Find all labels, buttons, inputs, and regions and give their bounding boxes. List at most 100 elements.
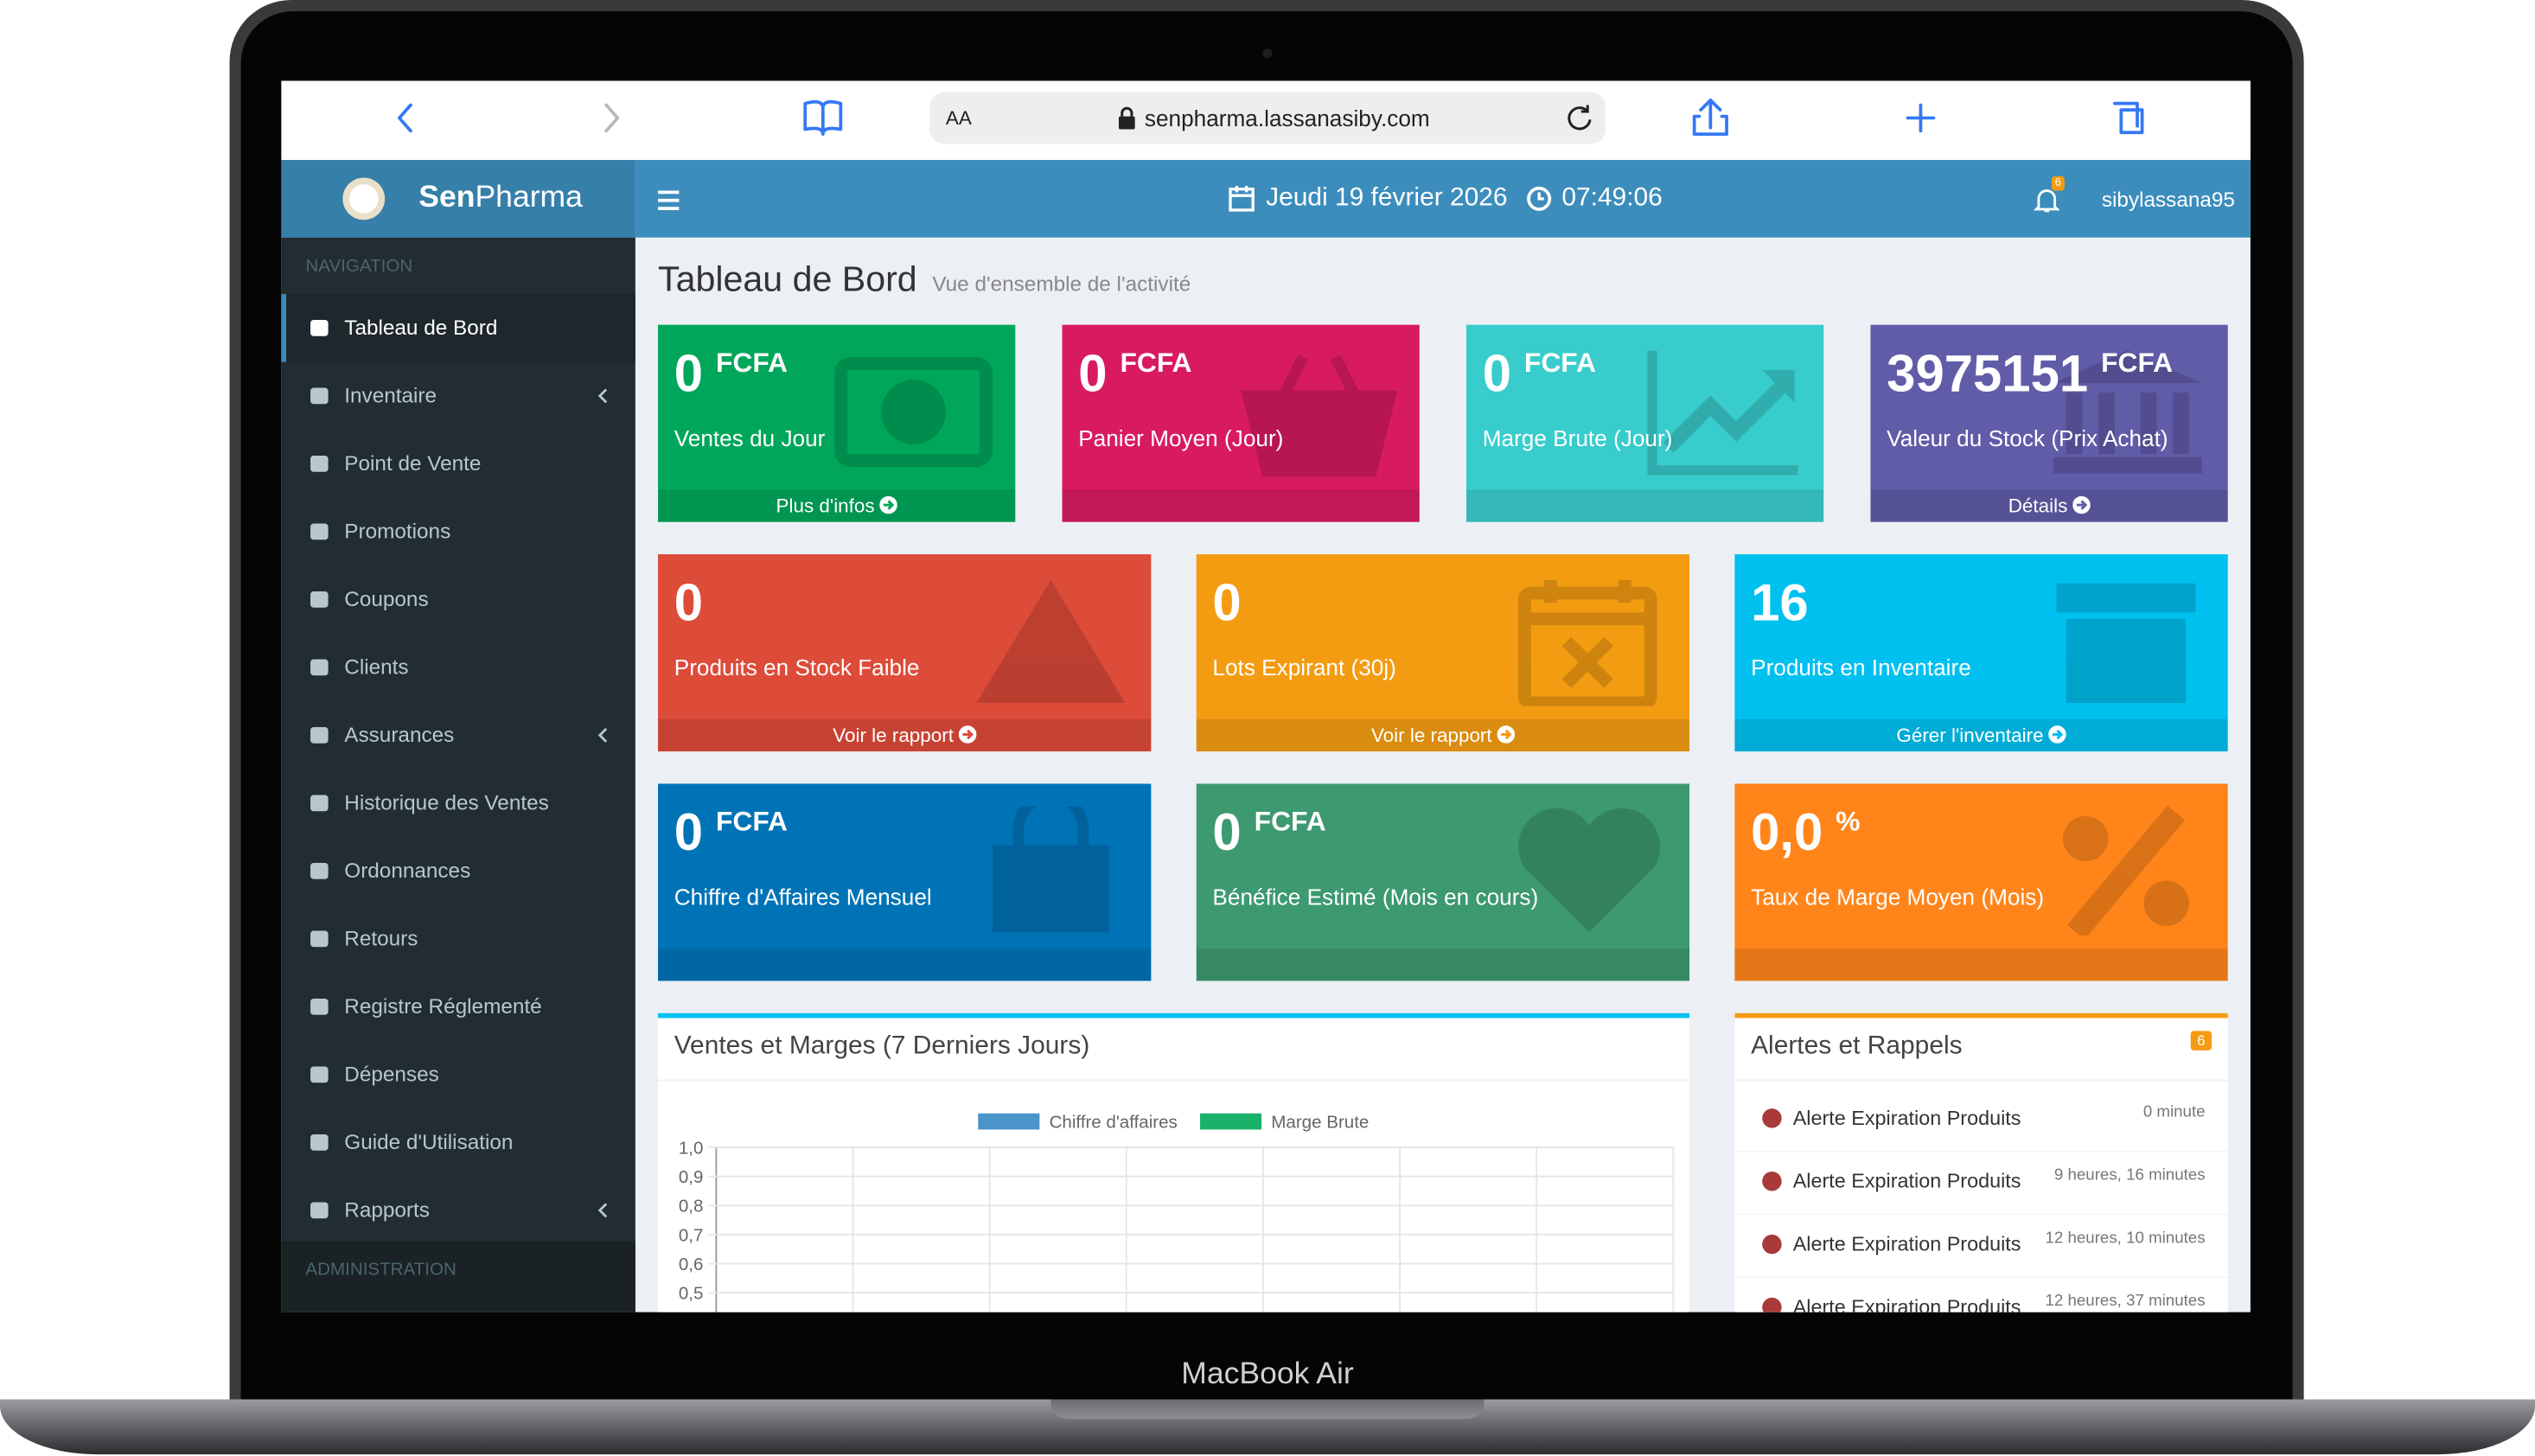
lock-shackle	[1121, 106, 1133, 117]
nav-icon-shape	[310, 387, 329, 405]
nav-label: Registre Réglementé	[344, 993, 542, 1019]
alert-dot	[1762, 1297, 1782, 1312]
alert-item[interactable]: Alerte Expiration Produits 12 heures, 37 …	[1734, 1277, 2227, 1312]
alert-item[interactable]: Alerte Expiration Produits 0 minute	[1734, 1088, 2228, 1153]
nav-icon-shape	[310, 591, 329, 608]
value: 0	[1078, 344, 1108, 403]
unit: FCFA	[715, 806, 788, 838]
nav-item[interactable]: Point de Vente	[281, 430, 635, 497]
nav-label: Promotions	[344, 518, 451, 543]
alert-text: Alerte Expiration Produits	[1792, 1295, 2021, 1312]
card-icon-shape	[1241, 354, 1398, 477]
card-value: 0 FCFA	[674, 803, 788, 863]
stat-card: 0 Produits en Stock Faible Voir le rapport	[658, 554, 1152, 752]
new-tab-button[interactable]	[1906, 103, 1936, 133]
card-icon	[1647, 350, 1798, 476]
forward-button	[604, 103, 620, 133]
bookmarks-button[interactable]	[803, 99, 843, 136]
back-button[interactable]	[397, 103, 412, 133]
user-menu[interactable]: sibylassana95	[2101, 187, 2235, 212]
share-button[interactable]	[1692, 99, 1728, 136]
calendar-grid	[1229, 185, 1254, 197]
card-footer[interactable]: Gérer l'inventaire	[1734, 718, 2228, 752]
nav-item[interactable]: Guide d'Utilisation	[281, 1108, 635, 1176]
notifications-button[interactable]	[2034, 188, 2060, 214]
date: Jeudi 19 février 2026	[1266, 184, 1508, 212]
card-value: 0 FCFA	[674, 344, 788, 404]
stat-card: 0 Lots Expirant (30j) Voir le rapport	[1196, 554, 1690, 752]
card-link[interactable]: Gérer l'inventaire	[1896, 724, 2044, 747]
card-link[interactable]: Voir le rapport	[1370, 724, 1492, 747]
brand-rest: Pharma	[475, 181, 583, 215]
nav-item[interactable]: Inventaire	[281, 362, 635, 430]
card-label: Produits en Inventaire	[1751, 654, 1971, 680]
nav-icon	[310, 1134, 329, 1151]
nav-item[interactable]: Retours	[281, 905, 635, 973]
nav-icon-shape	[310, 795, 329, 812]
nav-icon-shape	[310, 727, 329, 744]
nav-item[interactable]: Dépenses	[281, 1041, 635, 1108]
card-footer[interactable]: Voir le rapport	[658, 718, 1152, 752]
y-tick-label: 0,8	[679, 1197, 704, 1217]
reload-button[interactable]	[1563, 102, 1595, 134]
submenu-chevron-shape	[597, 727, 608, 743]
text-size-button[interactable]: AA	[945, 106, 972, 130]
brand[interactable]: SenPharma	[418, 181, 583, 216]
card-icon-shape	[881, 380, 946, 444]
notification-badge: 6	[2051, 176, 2065, 191]
card-footer	[1734, 948, 2228, 981]
chart-panel: Ventes et Marges (7 Derniers Jours) Chif…	[658, 1012, 1690, 1312]
alert-item[interactable]: Alerte Expiration Produits 9 heures, 16 m…	[1734, 1151, 2228, 1216]
nav-label: Assurances	[344, 722, 455, 747]
nav-label: Rapports	[344, 1197, 430, 1222]
nav-label: Guide d'Utilisation	[344, 1129, 514, 1154]
nav-item[interactable]: Tableau de Bord	[281, 294, 635, 362]
tabs-button[interactable]	[2112, 101, 2144, 135]
card-icon	[1241, 354, 1398, 477]
nav-item[interactable]: Coupons	[281, 565, 635, 633]
nav-item[interactable]: Ordonnances	[281, 837, 635, 904]
time: 07:49:06	[1561, 184, 1663, 212]
card-value: 0 FCFA	[1483, 344, 1596, 404]
alerts-count: 6	[2190, 1031, 2213, 1050]
menu-toggle[interactable]	[658, 190, 680, 210]
card-icon-shape	[2056, 583, 2196, 613]
nav-item[interactable]: Rapports	[281, 1177, 635, 1244]
card-footer[interactable]: Voir le rapport	[1196, 718, 1690, 752]
nav-icon	[310, 387, 329, 405]
card-icon-shape	[1647, 350, 1798, 476]
logo	[342, 177, 386, 220]
card-icon	[833, 357, 993, 468]
y-tick-label: 1,0	[679, 1138, 704, 1158]
nav-item[interactable]: Clients	[281, 634, 635, 701]
card-link[interactable]: Voir le rapport	[833, 724, 954, 747]
nav-label: Point de Vente	[344, 450, 482, 476]
card-icon-shape	[2062, 806, 2189, 936]
nav-item[interactable]: Historique des Ventes	[281, 770, 635, 837]
card-footer[interactable]: Plus d'infos	[658, 489, 1016, 522]
card-icon-shape	[1518, 808, 1661, 933]
nav-item[interactable]: Promotions	[281, 498, 635, 565]
brand-bold: Sen	[418, 181, 476, 215]
alert-time: 9 heures, 16 minutes	[2053, 1166, 2206, 1185]
value: 3975151	[1887, 344, 2089, 403]
card-label: Valeur du Stock (Prix Achat)	[1887, 425, 2168, 451]
link-arrow-shape	[2052, 729, 2064, 740]
nav-item[interactable]: Registre Réglementé	[281, 973, 635, 1040]
card-value: 0 FCFA	[1212, 803, 1325, 863]
card-footer[interactable]: Détails	[1870, 489, 2228, 522]
url-field[interactable]: AA senpharma.lassanasiby.com	[929, 92, 1606, 144]
card-link[interactable]: Détails	[2008, 494, 2068, 518]
laptop-notch	[1050, 1399, 1485, 1419]
link-arrow	[2072, 495, 2091, 514]
card-icon-shape	[1012, 806, 1089, 849]
alert-item[interactable]: Alerte Expiration Produits 12 heures, 10 …	[1734, 1214, 2228, 1279]
page-header: Tableau de Bord Vue d'ensemble de l'acti…	[658, 259, 1191, 301]
nav-item[interactable]: Assurances	[281, 701, 635, 769]
value: 0	[1482, 344, 1511, 403]
value: 0	[674, 344, 704, 403]
chart-title: Ventes et Marges (7 Derniers Jours)	[674, 1032, 1090, 1061]
stat-card: 0 FCFA Ventes du Jour Plus d'infos	[658, 324, 1016, 522]
card-link[interactable]: Plus d'infos	[776, 494, 875, 518]
